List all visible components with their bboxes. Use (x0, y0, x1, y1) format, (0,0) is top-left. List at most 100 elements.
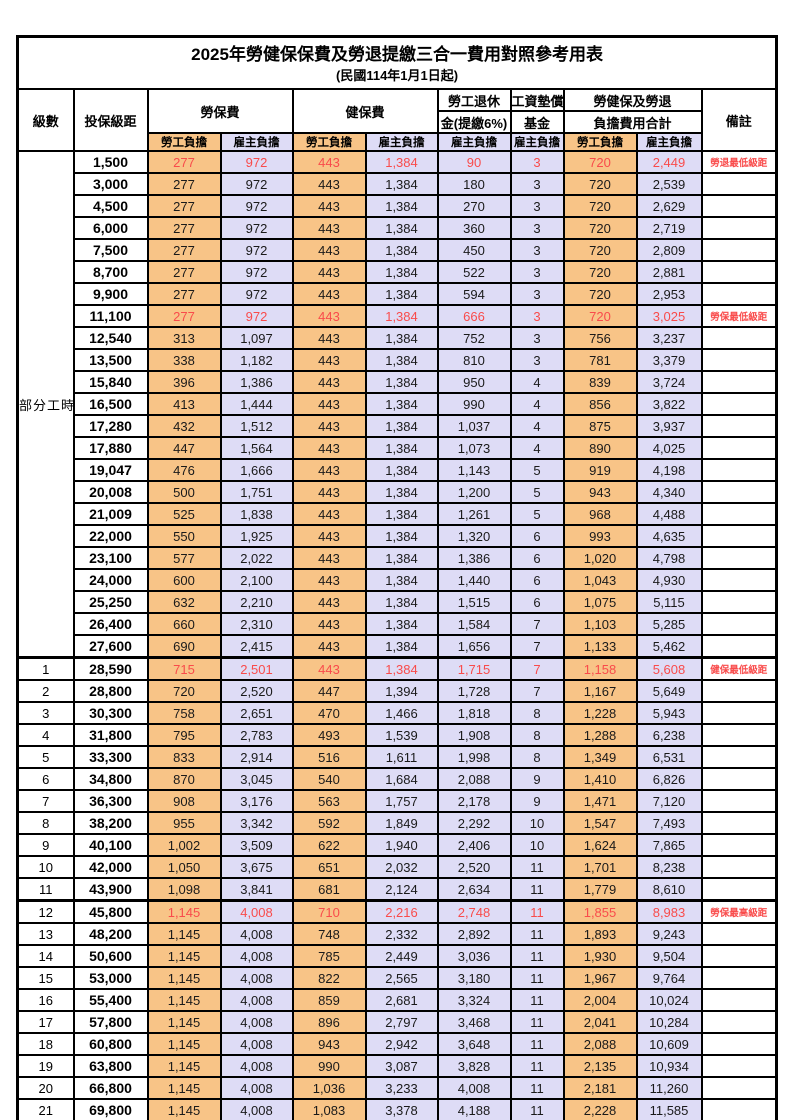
fee-value-cell: 1,384 (364, 326, 439, 350)
fee-value-cell: 4,488 (635, 502, 703, 526)
table-row: 1 28,590 715 2,501 443 1,384 1,715 7 1,158 5,608 健… (16, 656, 778, 681)
fee-value-cell: 4 (509, 392, 565, 416)
fee-value-cell: 2,881 (635, 260, 703, 284)
fee-value-cell: 550 (146, 524, 222, 548)
fee-value-cell: 1,200 (436, 480, 512, 504)
remark-cell: 勞保最高級距 (700, 899, 778, 924)
level-cell: 17 (16, 1010, 75, 1034)
fee-value-cell: 563 (291, 789, 367, 813)
subheader-total-employer: 雇主負擔 (635, 132, 703, 152)
fee-value-cell: 2,292 (436, 811, 512, 835)
header-remark: 備註 (700, 88, 778, 152)
salary-bracket-cell: 34,800 (72, 767, 149, 791)
fee-value-cell: 443 (291, 370, 367, 394)
fee-value-cell: 890 (562, 436, 638, 460)
salary-bracket-cell: 17,880 (72, 436, 149, 460)
table-row: 21,009 525 1,838 443 1,384 1,261 5 968 4,488 (18, 502, 778, 526)
remark-cell (700, 855, 778, 879)
table-row: 5 33,300 833 2,914 516 1,611 1,998 8 1,349 6,531 (16, 745, 778, 769)
fee-value-cell: 632 (146, 590, 222, 614)
table-row: 7,500 277 972 443 1,384 450 3 720 2,809 (18, 238, 778, 262)
fee-value-cell: 443 (291, 590, 367, 614)
fee-value-cell: 3 (509, 304, 565, 328)
fee-value-cell: 7 (509, 634, 565, 659)
fee-value-cell: 4,340 (635, 480, 703, 504)
fee-value-cell: 11,585 (635, 1098, 703, 1120)
level-cell: 13 (16, 922, 75, 946)
fee-value-cell: 6,531 (635, 745, 703, 769)
fee-value-cell: 1,539 (364, 723, 439, 747)
fee-value-cell: 1,384 (364, 370, 439, 394)
fee-value-cell: 6,826 (635, 767, 703, 791)
fee-value-cell: 5,608 (635, 656, 703, 681)
fee-value-cell: 1,145 (146, 1098, 222, 1120)
fee-value-cell: 443 (291, 634, 367, 659)
level-cell: 15 (16, 966, 75, 990)
fee-value-cell: 11 (509, 944, 565, 968)
title-row: 2025年勞健保保費及勞退提繳三合一費用對照參考用表 (民國114年1月1日起) (16, 35, 778, 90)
fee-value-cell: 2,135 (562, 1054, 638, 1078)
fee-value-cell: 5,649 (635, 679, 703, 703)
fee-value-cell: 3,648 (436, 1032, 512, 1056)
level-cell: 12 (16, 899, 75, 924)
fee-value-cell: 822 (291, 966, 367, 990)
remark-cell (700, 172, 778, 196)
fee-value-cell: 2,088 (436, 767, 512, 791)
level-cell: 1 (16, 656, 75, 681)
fee-value-cell: 1,384 (364, 194, 439, 218)
fee-value-cell: 752 (436, 326, 512, 350)
fee-value-cell: 443 (291, 282, 367, 306)
fee-value-cell: 1,547 (562, 811, 638, 835)
remark-cell (700, 811, 778, 835)
fee-value-cell: 443 (291, 656, 367, 681)
fee-value-cell: 1,394 (364, 679, 439, 703)
remark-cell (700, 1098, 778, 1120)
table-row: 21 69,800 1,145 4,008 1,083 3,378 4,188 11 2,228… (16, 1098, 778, 1120)
salary-bracket-cell: 20,008 (72, 480, 149, 504)
fee-value-cell: 1,384 (364, 568, 439, 592)
table-row: 17,280 432 1,512 443 1,384 1,037 4 875 3,937 (18, 414, 778, 438)
fee-value-cell: 3,675 (219, 855, 294, 879)
fee-value-cell: 1,384 (364, 238, 439, 262)
fee-value-cell: 972 (219, 172, 294, 196)
fee-value-cell: 7 (509, 679, 565, 703)
table-row: 26,400 660 2,310 443 1,384 1,584 7 1,103 5,285 (18, 612, 778, 636)
subheader-labor-employee: 勞工負擔 (146, 132, 222, 152)
fee-value-cell: 5,462 (635, 634, 703, 659)
subheader-health-employer: 雇主負擔 (364, 132, 439, 152)
level-cell: 7 (16, 789, 75, 813)
fee-value-cell: 8,610 (635, 877, 703, 902)
fee-value-cell: 4,635 (635, 524, 703, 548)
fee-value-cell: 2,809 (635, 238, 703, 262)
remark-cell (700, 480, 778, 504)
fee-value-cell: 1,386 (219, 370, 294, 394)
salary-bracket-cell: 27,600 (72, 634, 149, 659)
fee-value-cell: 10,609 (635, 1032, 703, 1056)
fee-value-cell: 2,406 (436, 833, 512, 857)
fee-value-cell: 277 (146, 304, 222, 328)
fee-value-cell: 1,779 (562, 877, 638, 902)
remark-cell (700, 590, 778, 614)
fee-value-cell: 990 (291, 1054, 367, 1078)
fee-value-cell: 720 (562, 150, 638, 174)
fee-value-cell: 6 (509, 590, 565, 614)
fee-value-cell: 1,384 (364, 260, 439, 284)
fee-value-cell: 2,181 (562, 1076, 638, 1100)
salary-bracket-cell: 28,800 (72, 679, 149, 703)
fee-value-cell: 1,386 (436, 546, 512, 570)
fee-value-cell: 2,088 (562, 1032, 638, 1056)
fee-value-cell: 7 (509, 656, 565, 681)
fee-value-cell: 8 (509, 745, 565, 769)
subheader-labor-employer: 雇主負擔 (219, 132, 294, 152)
table-row: 15,840 396 1,386 443 1,384 950 4 839 3,724 (18, 370, 778, 394)
fee-value-cell: 443 (291, 326, 367, 350)
fee-value-cell: 3,087 (364, 1054, 439, 1078)
fee-value-cell: 1,967 (562, 966, 638, 990)
fee-value-cell: 972 (219, 260, 294, 284)
fee-value-cell: 2,449 (635, 150, 703, 174)
salary-bracket-cell: 57,800 (72, 1010, 149, 1034)
fee-value-cell: 443 (291, 414, 367, 438)
header-labor-insurance: 勞保費 (146, 88, 294, 134)
fee-value-cell: 5 (509, 480, 565, 504)
fee-value-cell: 1,384 (364, 590, 439, 614)
